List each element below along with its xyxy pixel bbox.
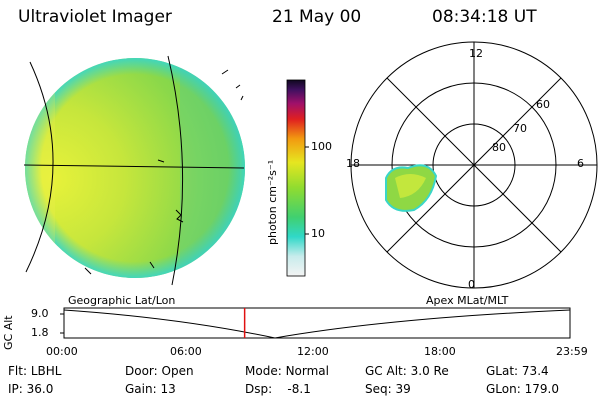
timeline-xtick-2359: 23:59 [556,345,588,358]
status-glon: GLon: 179.0 [486,382,559,396]
timeline-xtick-1800: 18:00 [424,345,456,358]
auroral-oval-patch [385,164,438,212]
colorbar [286,79,306,277]
timeline-axis-title: GC Alt [2,315,15,350]
earth-disk-image [25,58,245,278]
timeline-xtick-0000: 00:00 [46,345,78,358]
lat-label-80: 80 [492,141,506,154]
status-ip: IP: 36.0 [8,382,54,396]
status-filter: Flt: LBHL [8,364,62,378]
left-panel-caption: Geographic Lat/Lon [68,294,176,307]
timeline-ytick-min: 1.8 [31,326,49,339]
status-gain: Gain: 13 [125,382,176,396]
date-label: 21 May 00 [272,7,362,27]
status-gc-alt: GC Alt: 3.0 Re [365,364,449,378]
lat-label-70: 70 [513,122,527,135]
right-panel-caption: Apex MLat/MLT [426,294,509,307]
instrument-title: Ultraviolet Imager [18,7,172,27]
status-glat: GLat: 73.4 [486,364,549,378]
timeline-xtick-1200: 12:00 [297,345,329,358]
geographic-grid [23,55,245,286]
status-dsp: Dsp: -8.1 [245,382,311,396]
colorbar-unit-label: photon cm⁻²s⁻¹ [266,159,279,245]
mlt-label-6: 6 [577,157,584,170]
polar-plot [350,41,598,289]
mlt-label-12: 12 [469,47,483,60]
mlt-label-0: 0 [468,278,475,291]
colorbar-tick-10: 10 [311,227,325,240]
status-mode: Mode: Normal [245,364,329,378]
colorbar-tick-100: 100 [311,140,332,153]
lat-label-60: 60 [536,98,550,111]
altitude-timeline [60,307,571,339]
time-label: 08:34:18 UT [432,7,537,27]
timeline-xtick-0600: 06:00 [170,345,202,358]
colorbar-ticks [305,146,309,235]
timeline-ytick-max: 9.0 [31,307,49,320]
status-seq: Seq: 39 [365,382,411,396]
mlt-label-18: 18 [346,157,360,170]
status-door: Door: Open [125,364,194,378]
